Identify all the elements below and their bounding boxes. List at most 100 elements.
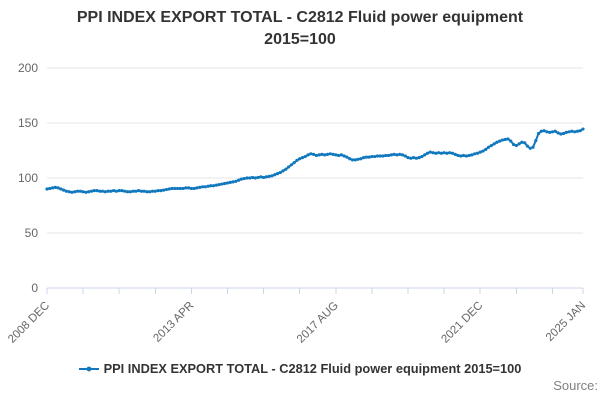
data-point-marker <box>187 186 191 190</box>
data-point-marker <box>112 189 116 193</box>
plot-svg: 0 50 100 150 200 2008 DEC 2013 APR 2017 AUG 2021… <box>6 61 588 346</box>
data-point-marker <box>536 131 541 136</box>
data-point-marker <box>92 189 96 193</box>
data-point-marker <box>198 185 202 189</box>
data-point-marker <box>414 156 418 160</box>
data-point-marker <box>73 190 77 194</box>
data-point-marker <box>173 186 177 191</box>
data-point-marker <box>464 154 468 158</box>
data-point-marker <box>570 129 574 133</box>
data-point-marker <box>123 189 127 193</box>
data-point-marker <box>162 188 166 192</box>
data-point-marker <box>134 189 138 193</box>
legend-label: PPI INDEX EXPORT TOTAL - C2812 Fluid pow… <box>103 361 522 376</box>
data-point-marker <box>120 189 124 193</box>
series-ppi-index[interactable] <box>45 127 585 194</box>
data-point-marker <box>212 184 216 188</box>
data-point-marker <box>137 189 141 193</box>
y-tick-label: 150 <box>18 116 38 130</box>
data-point-marker <box>573 130 577 134</box>
data-point-marker <box>511 142 516 147</box>
data-point-marker <box>70 190 74 194</box>
chart-title: PPI INDEX EXPORT TOTAL - C2812 Fluid pow… <box>0 7 600 51</box>
data-point-marker <box>448 151 452 155</box>
data-point-marker <box>492 142 496 146</box>
data-point-marker <box>517 142 521 146</box>
data-point-marker <box>56 186 60 190</box>
legend-item[interactable]: PPI INDEX EXPORT TOTAL - C2812 Fluid pow… <box>78 361 522 376</box>
data-point-marker <box>103 190 107 194</box>
data-point-marker <box>217 183 221 187</box>
data-point-marker <box>281 169 285 173</box>
data-point-marker <box>542 129 546 133</box>
data-point-marker <box>581 127 585 131</box>
data-point-marker <box>473 152 477 156</box>
data-point-marker <box>128 190 132 194</box>
data-point-marker <box>353 158 357 162</box>
data-point-marker <box>320 152 324 156</box>
data-point-marker <box>64 189 69 193</box>
data-point-marker <box>317 153 321 157</box>
data-point-marker <box>262 175 266 180</box>
data-point-marker <box>67 190 71 194</box>
data-point-marker <box>314 153 318 158</box>
data-point-marker <box>75 189 80 193</box>
data-point-marker <box>337 153 341 158</box>
data-point-marker <box>498 139 502 143</box>
data-point-marker <box>303 154 307 159</box>
data-point-marker <box>267 174 271 178</box>
data-point-marker <box>411 156 416 160</box>
data-point-marker <box>564 130 568 134</box>
data-point-marker <box>425 151 430 155</box>
data-point-marker <box>239 177 243 181</box>
data-point-marker <box>245 176 249 180</box>
data-point-marker <box>389 153 393 157</box>
data-point-marker <box>550 130 555 134</box>
y-tick-label: 100 <box>18 171 38 185</box>
data-point-marker <box>359 157 363 161</box>
data-point-marker <box>325 152 330 156</box>
data-point-marker <box>503 137 507 142</box>
data-point-marker <box>156 189 160 193</box>
data-point-marker <box>250 175 255 180</box>
data-point-marker <box>184 186 188 190</box>
data-point-marker <box>264 175 268 179</box>
data-point-marker <box>95 189 99 193</box>
data-point-marker <box>100 189 105 193</box>
data-point-marker <box>312 152 316 156</box>
data-point-marker <box>548 130 552 134</box>
legend-line-icon <box>78 365 99 373</box>
data-point-marker <box>420 154 424 159</box>
data-point-marker <box>300 156 305 160</box>
data-point-marker <box>248 176 252 180</box>
data-point-marker <box>506 137 510 141</box>
data-point-marker <box>139 189 144 193</box>
data-point-marker <box>450 151 455 155</box>
data-point-marker <box>431 151 435 155</box>
data-point-marker <box>292 161 296 165</box>
data-point-marker <box>561 131 566 136</box>
data-point-marker <box>523 141 527 145</box>
data-point-marker <box>467 153 471 158</box>
data-point-marker <box>439 151 443 155</box>
data-point-marker <box>556 131 560 135</box>
data-point-marker <box>575 129 580 133</box>
data-point-marker <box>348 157 352 161</box>
data-point-marker <box>50 186 55 190</box>
data-point-marker <box>370 154 374 159</box>
data-point-marker <box>364 155 368 159</box>
data-point-marker <box>417 156 421 160</box>
data-point-marker <box>125 190 130 194</box>
data-point-marker <box>331 152 335 156</box>
data-point-marker <box>528 146 532 150</box>
data-point-marker <box>323 153 327 157</box>
data-point-marker <box>398 152 402 156</box>
data-point-marker <box>445 151 449 155</box>
data-point-marker <box>495 140 499 144</box>
data-point-marker <box>428 150 432 154</box>
data-point-marker <box>273 173 277 177</box>
x-tick-label: 2025 JAN <box>544 300 588 344</box>
data-point-marker <box>539 129 543 133</box>
data-point-marker <box>567 130 571 134</box>
data-point-marker <box>403 154 407 158</box>
